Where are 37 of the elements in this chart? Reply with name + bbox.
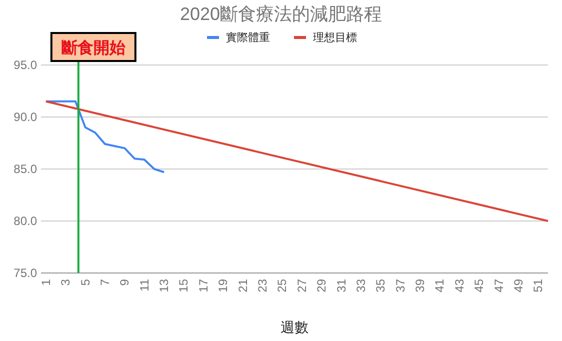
- x-tick-label: 31: [334, 278, 348, 292]
- x-tick-label: 3: [58, 278, 73, 286]
- y-tick-label: 85.0: [14, 162, 38, 176]
- x-tick-label: 5: [78, 278, 92, 286]
- x-tick-label: 35: [374, 278, 388, 292]
- y-tick-label: 80.0: [14, 214, 38, 228]
- x-tick-label: 13: [157, 278, 172, 292]
- ref-line-label: 斷食開始: [61, 39, 126, 57]
- x-tick-label: 29: [314, 278, 329, 292]
- x-tick-label: 33: [354, 278, 368, 292]
- chart-title: 2020斷食療法的減肥路程: [180, 4, 382, 24]
- x-tick-label: 27: [294, 278, 309, 292]
- y-tick-label: 75.0: [14, 266, 38, 280]
- x-tick-label: 17: [196, 278, 210, 292]
- x-tick-label: 23: [256, 278, 270, 292]
- line-series: [44, 100, 166, 174]
- y-tick-label: 90.0: [14, 110, 38, 124]
- x-tick-label: 7: [98, 278, 112, 286]
- x-tick-label: 9: [118, 278, 132, 286]
- x-tick-label: 41: [432, 278, 447, 292]
- x-tick-label: 47: [492, 278, 506, 292]
- x-tick-label: 21: [236, 278, 250, 292]
- x-tick-label: 45: [472, 278, 486, 292]
- x-tick-label: 11: [137, 278, 152, 292]
- x-tick-label: 19: [216, 278, 230, 292]
- x-tick-label: 15: [176, 278, 191, 292]
- x-tick-label: 37: [393, 278, 408, 292]
- legend-label: 理想目標: [313, 31, 357, 44]
- x-tick-label: 51: [531, 278, 546, 292]
- x-tick-label: 25: [275, 278, 290, 292]
- x-tick-label: 39: [413, 278, 428, 292]
- x-tick-label: 1: [38, 278, 53, 286]
- x-tick-label: 49: [511, 278, 526, 292]
- x-tick-label: 43: [452, 278, 466, 292]
- x-axis-title: 週數: [280, 319, 308, 335]
- legend-label: 實際體重: [226, 31, 270, 44]
- y-tick-label: 95.0: [14, 58, 38, 72]
